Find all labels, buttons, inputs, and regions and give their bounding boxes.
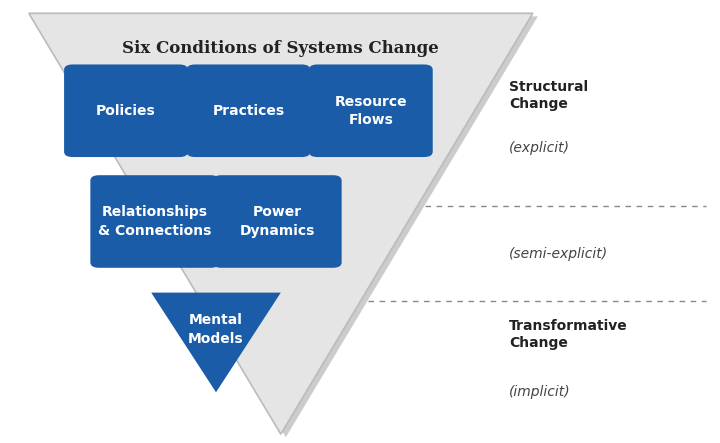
Polygon shape — [34, 16, 538, 437]
Text: Resource
Flows: Resource Flows — [335, 94, 407, 127]
Text: Practices: Practices — [212, 104, 284, 118]
Text: Policies: Policies — [96, 104, 156, 118]
FancyBboxPatch shape — [91, 175, 220, 268]
Text: (explicit): (explicit) — [509, 141, 570, 155]
FancyBboxPatch shape — [213, 175, 341, 268]
Text: Power
Dynamics: Power Dynamics — [240, 205, 315, 238]
FancyBboxPatch shape — [309, 65, 433, 157]
FancyBboxPatch shape — [186, 65, 310, 157]
Text: Mental
Models: Mental Models — [188, 313, 244, 346]
Text: Structural
Change: Structural Change — [509, 80, 588, 111]
Text: Transformative
Change: Transformative Change — [509, 319, 628, 350]
Text: (semi-explicit): (semi-explicit) — [509, 247, 608, 261]
FancyBboxPatch shape — [64, 65, 188, 157]
Polygon shape — [29, 13, 533, 434]
Polygon shape — [151, 292, 281, 392]
Text: Six Conditions of Systems Change: Six Conditions of Systems Change — [122, 40, 439, 57]
Text: (implicit): (implicit) — [509, 385, 571, 399]
Text: Relationships
& Connections: Relationships & Connections — [98, 205, 212, 238]
